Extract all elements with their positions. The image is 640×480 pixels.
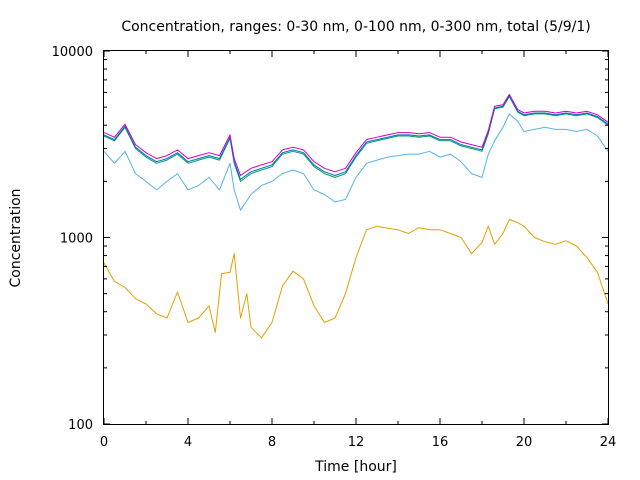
x-tick-label: 16	[432, 435, 449, 450]
series-layer	[103, 93, 609, 339]
y-axis: 100 1000 10000	[52, 45, 608, 433]
series-line-5	[103, 93, 609, 176]
y-axis-label: Concentration	[8, 188, 24, 287]
x-tick-label: 4	[184, 435, 192, 450]
x-tick-label: 20	[516, 435, 533, 450]
plot-frame	[103, 50, 609, 425]
x-axis-label: Time [hour]	[314, 459, 397, 475]
chart-title: Concentration, ranges: 0-30 nm, 0-100 nm…	[121, 19, 590, 35]
series-line-4	[103, 95, 609, 180]
x-tick-label: 0	[100, 435, 108, 450]
y-tick-label: 100	[68, 418, 93, 433]
series-line-3	[103, 96, 609, 182]
y-tick-label: 1000	[60, 232, 93, 247]
series-line-1	[103, 218, 609, 339]
x-tick-label: 8	[268, 435, 276, 450]
x-tick-label: 24	[600, 435, 617, 450]
series-line-2	[103, 113, 609, 211]
x-tick-label: 12	[348, 435, 365, 450]
x-axis: 0 4 8 12 16 20 24	[100, 51, 616, 450]
y-tick-label: 10000	[52, 45, 93, 60]
